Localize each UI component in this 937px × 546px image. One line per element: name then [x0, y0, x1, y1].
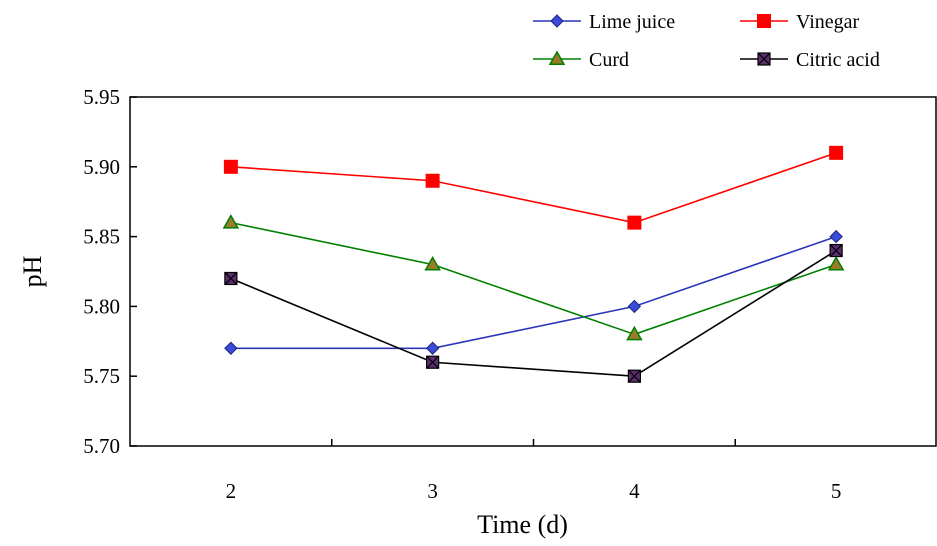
legend-marker [550, 14, 564, 28]
legend-label: Vinegar [796, 11, 860, 33]
data-point [627, 215, 642, 230]
data-point [222, 214, 240, 229]
data-point [223, 159, 238, 174]
series-citric-acid [224, 243, 843, 383]
legend-marker [757, 52, 771, 66]
data-point [627, 369, 641, 383]
series-line [230, 221, 837, 336]
x-tick-label: 2 [226, 479, 237, 503]
data-point [829, 229, 843, 244]
data-point [426, 355, 440, 369]
legend-label: Citric acid [796, 49, 880, 71]
data-point [224, 341, 238, 355]
data-point [827, 256, 845, 271]
series-vinegar [223, 145, 844, 230]
x-tick-label: 4 [629, 479, 640, 503]
data-point [627, 299, 642, 314]
data-point [626, 325, 643, 341]
series-line [230, 249, 837, 378]
series-curd [222, 214, 845, 341]
y-tick-label: 5.85 [83, 225, 120, 249]
data-point [829, 243, 843, 258]
x-tick-label: 5 [831, 479, 842, 503]
x-axis-title: Time (d) [477, 510, 568, 539]
y-axis-title: pH [18, 255, 47, 287]
legend: Lime juice Vinegar Curd Citric acid [533, 11, 880, 71]
x-axis: 2 3 4 5 [226, 439, 842, 503]
y-tick-label: 5.80 [83, 294, 120, 318]
y-tick-label: 5.75 [83, 364, 120, 388]
series-line [230, 235, 837, 350]
y-tick-label: 5.95 [83, 85, 120, 109]
legend-item: Citric acid [740, 49, 880, 71]
data-point [224, 271, 238, 286]
plot-area: 5.70 5.75 5.80 5.85 5.90 5.95 2 3 4 5 [83, 85, 937, 503]
legend-item: Vinegar [740, 11, 860, 33]
data-point [425, 173, 440, 188]
data-point [829, 145, 844, 160]
data-point [424, 256, 441, 271]
legend-marker [757, 14, 771, 28]
legend-item: Lime juice [533, 11, 675, 33]
x-tick-label: 3 [427, 479, 438, 503]
legend-item: Curd [533, 49, 629, 71]
series-lime-juice [224, 229, 843, 355]
legend-label: Lime juice [589, 11, 675, 33]
legend-marker [548, 50, 566, 65]
series-line [230, 152, 837, 224]
y-tick-label: 5.90 [83, 155, 120, 179]
data-point [425, 341, 440, 355]
y-tick-label: 5.70 [83, 434, 120, 458]
legend-label: Curd [589, 49, 629, 71]
series-layer [222, 145, 845, 383]
y-axis: 5.70 5.75 5.80 5.85 5.90 5.95 [83, 85, 137, 458]
